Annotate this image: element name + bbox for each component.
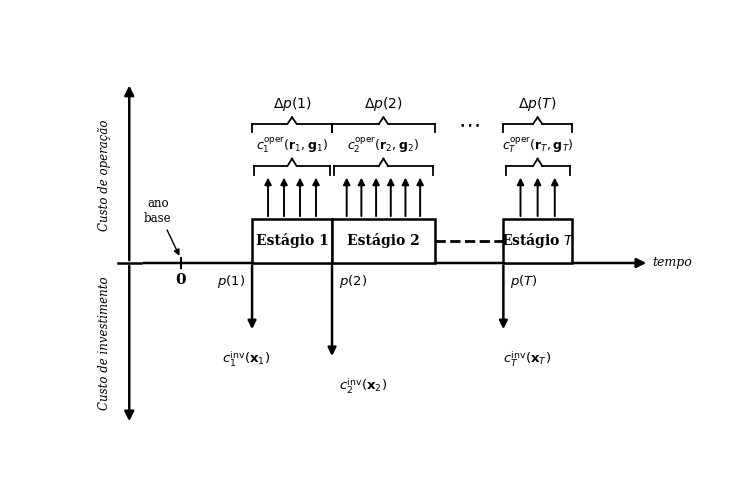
Text: $c_1^{\rm oper}(\mathbf{r}_1,\mathbf{g}_1)$: $c_1^{\rm oper}(\mathbf{r}_1,\mathbf{g}_… — [256, 135, 328, 155]
Text: $p(2)$: $p(2)$ — [339, 272, 367, 289]
Text: $p(T)$: $p(T)$ — [510, 272, 538, 289]
Text: Custo de investimento: Custo de investimento — [98, 277, 111, 410]
Text: Estágio 1: Estágio 1 — [256, 234, 329, 249]
Text: $\cdots$: $\cdots$ — [458, 114, 480, 135]
Text: $\Delta p(2)$: $\Delta p(2)$ — [364, 96, 403, 114]
Text: $c_T^{\rm inv}(\mathbf{x}_T)$: $c_T^{\rm inv}(\mathbf{x}_T)$ — [503, 349, 551, 369]
Text: Estágio 2: Estágio 2 — [347, 234, 420, 249]
Text: $c_T^{\rm oper}(\mathbf{r}_T,\mathbf{g}_T)$: $c_T^{\rm oper}(\mathbf{r}_T,\mathbf{g}_… — [502, 135, 573, 155]
Text: $\Delta p(T)$: $\Delta p(T)$ — [518, 96, 557, 114]
Bar — [503, 219, 572, 263]
Text: $\Delta p(1)$: $\Delta p(1)$ — [273, 96, 312, 114]
Bar — [332, 219, 435, 263]
Text: $c_2^{\rm oper}(\mathbf{r}_2,\mathbf{g}_2)$: $c_2^{\rm oper}(\mathbf{r}_2,\mathbf{g}_… — [347, 135, 419, 155]
Text: Custo de operação: Custo de operação — [98, 119, 111, 231]
Text: $c_1^{\rm inv}(\mathbf{x}_1)$: $c_1^{\rm inv}(\mathbf{x}_1)$ — [223, 349, 270, 369]
Text: 0: 0 — [175, 272, 186, 286]
Text: Estágio $T$: Estágio $T$ — [500, 232, 575, 250]
Bar — [252, 219, 332, 263]
Text: ano
base: ano base — [144, 197, 179, 254]
Text: $p(1)$: $p(1)$ — [217, 272, 245, 289]
Text: $c_2^{\rm inv}(\mathbf{x}_2)$: $c_2^{\rm inv}(\mathbf{x}_2)$ — [339, 376, 388, 395]
Text: tempo: tempo — [652, 256, 691, 269]
